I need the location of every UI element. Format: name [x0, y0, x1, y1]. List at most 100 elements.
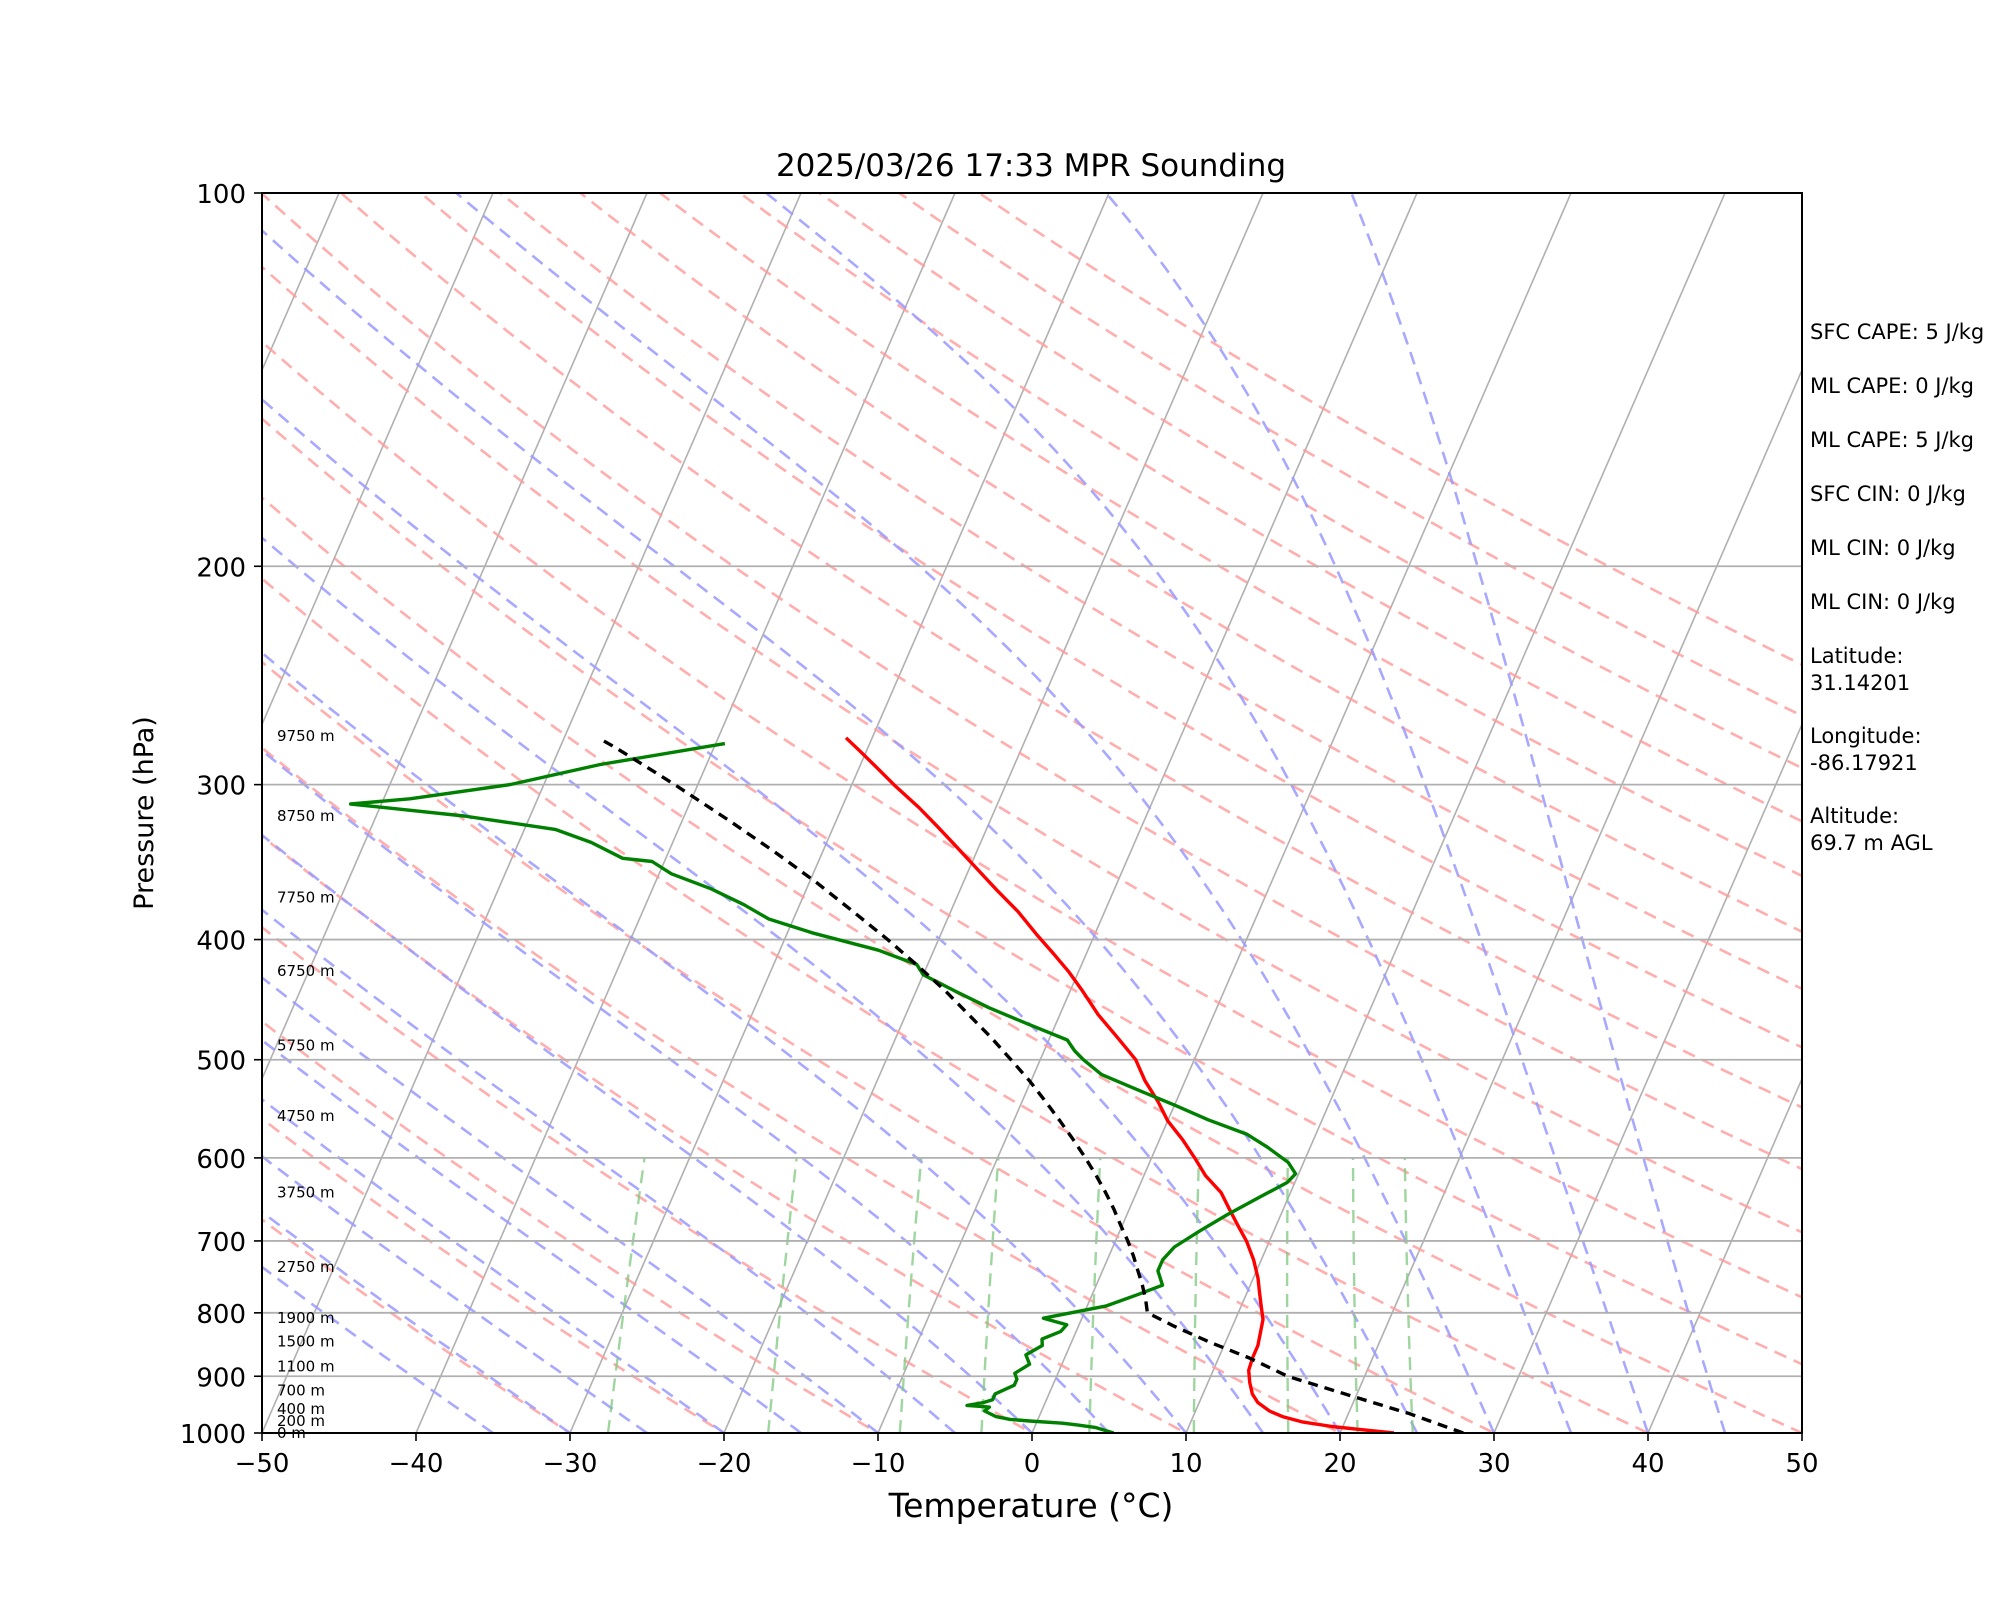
moist-adiabat-line — [262, 1154, 648, 1433]
sounding-traces — [348, 736, 1464, 1433]
height-label: 3750 m — [277, 1184, 335, 1202]
longitude-value: -86.17921 — [1810, 751, 1918, 775]
dry-adiabat-line — [262, 1019, 881, 1433]
dry-adiabat-line — [262, 1117, 727, 1433]
moist-adiabat-line — [765, 193, 1573, 1433]
y-tick-label: 600 — [196, 1145, 246, 1175]
x-tick-label: −50 — [235, 1449, 290, 1479]
temperature-trace — [844, 736, 1395, 1433]
moist-adiabat-line — [262, 1097, 725, 1433]
x-tick-label: 40 — [1631, 1449, 1664, 1479]
latitude-label: Latitude: — [1810, 644, 1904, 668]
dry-adiabat-line — [262, 660, 1497, 1433]
y-tick-label: 100 — [196, 180, 246, 210]
sfc-cape-text: SFC CAPE: 5 J/kg — [1810, 320, 1985, 344]
moist-adiabat-line — [262, 651, 1188, 1433]
mixing-ratio-line — [898, 1157, 923, 1433]
dry-adiabat-line — [498, 193, 1802, 991]
ml-cape-text: ML CAPE: 0 J/kg — [1810, 374, 1975, 398]
isotherm-line — [262, 193, 648, 1081]
dry-adiabat-line — [262, 746, 1343, 1433]
isotherm-line — [262, 193, 494, 727]
height-label: 400 m — [277, 1400, 325, 1418]
altitude-value: 69.7 m AGL — [1810, 831, 1933, 855]
mixing-ratio-line — [1285, 1157, 1290, 1433]
moist-adiabat-line — [262, 228, 1419, 1433]
isotherm-line — [723, 193, 1264, 1433]
dry-adiabat-line — [262, 340, 1802, 1299]
dry-adiabat-line — [262, 193, 1802, 1171]
dry-adiabat-line — [262, 417, 1802, 1366]
axis-ticks: −50 −40 −30 −20 −10 0 10 20 30 40 50 100 200 300 400 50… — [180, 180, 1819, 1479]
mixing-ratio-line — [606, 1157, 646, 1433]
height-label: 1900 m — [277, 1309, 335, 1327]
height-label: 1500 m — [277, 1333, 335, 1351]
moist-adiabat-line — [262, 1210, 571, 1433]
isotherm-line — [0, 165, 197, 1459]
chart-title: 2025/03/26 17:33 MPR Sounding — [776, 148, 1286, 184]
dry-adiabat-line — [262, 834, 1189, 1433]
height-label: 2750 m — [277, 1258, 335, 1276]
x-tick-label: −40 — [389, 1449, 444, 1479]
pressure-gridlines — [262, 192, 1802, 1434]
dry-adiabat-line — [737, 193, 1802, 823]
height-label: 7750 m — [277, 889, 335, 907]
y-tick-label: 800 — [196, 1300, 246, 1330]
sfc-cin-text: SFC CIN: 0 J/kg — [1810, 482, 1966, 506]
mixing-ratio-line — [1192, 1157, 1201, 1433]
moist-adiabat-line — [262, 833, 1033, 1433]
y-tick-label: 700 — [196, 1228, 246, 1258]
dry-adiabat-line — [262, 265, 1802, 1234]
x-axis-label: Temperature (°C) — [888, 1486, 1174, 1525]
isotherm-line — [1493, 722, 1802, 1433]
ml-cape-text-2: ML CAPE: 5 J/kg — [1810, 428, 1975, 452]
moist-adiabat-line — [1105, 193, 1650, 1433]
moist-adiabat-line — [262, 1038, 802, 1433]
isotherm-line — [1647, 1076, 1802, 1433]
x-tick-label: 10 — [1169, 1449, 1202, 1479]
altitude-label: Altitude: — [1810, 804, 1900, 828]
height-label: 9750 m — [277, 727, 335, 745]
y-tick-label: 200 — [196, 553, 246, 583]
isotherm-line — [1339, 368, 1802, 1433]
isotherm-line — [569, 193, 1110, 1433]
isotherm-line — [877, 193, 1418, 1433]
mixing-ratio-line — [1088, 1157, 1102, 1433]
moist-adiabat-line — [1350, 193, 1727, 1433]
ml-cin-text-2: ML CIN: 0 J/kg — [1810, 590, 1956, 614]
background-lines — [0, 165, 1802, 1459]
plot-frame — [261, 192, 1803, 1434]
y-tick-label: 400 — [196, 927, 246, 957]
moist-adiabat-line — [262, 1265, 494, 1433]
y-tick-label: 500 — [196, 1047, 246, 1077]
height-label: 6750 m — [277, 962, 335, 980]
y-tick-label: 300 — [196, 772, 246, 802]
x-tick-label: 30 — [1477, 1449, 1510, 1479]
x-tick-label: −10 — [851, 1449, 906, 1479]
isotherm-line — [0, 165, 43, 1459]
moist-adiabat-line — [262, 536, 1265, 1433]
mixing-ratio-line — [1403, 1157, 1414, 1433]
isotherm-line — [1031, 193, 1572, 1433]
y-axis-label: Pressure (hPa) — [129, 716, 160, 910]
mixing-ratio-line — [767, 1157, 798, 1433]
dry-adiabat-line — [817, 193, 1802, 770]
longitude-label: Longitude: — [1810, 724, 1922, 748]
height-label: 200 m — [277, 1412, 325, 1430]
moist-adiabat-line — [262, 908, 956, 1433]
latitude-block: Latitude: 31.14201 — [1810, 643, 1910, 697]
x-tick-label: 50 — [1785, 1449, 1818, 1479]
dry-adiabat-line — [262, 577, 1652, 1433]
longitude-block: Longitude: -86.17921 — [1810, 723, 1922, 777]
dry-adiabat-line — [657, 193, 1802, 878]
mixing-ratio-line — [980, 1157, 1000, 1433]
moist-adiabat-line — [455, 193, 1496, 1433]
y-tick-label: 900 — [196, 1363, 246, 1393]
y-tick-label: 1000 — [180, 1420, 246, 1450]
isotherm-line — [262, 193, 802, 1433]
dry-adiabat-line — [262, 496, 1802, 1433]
moist-adiabat-line — [262, 748, 1110, 1433]
dewpoint-trace — [348, 741, 1298, 1433]
isotherm-line — [1185, 193, 1726, 1433]
